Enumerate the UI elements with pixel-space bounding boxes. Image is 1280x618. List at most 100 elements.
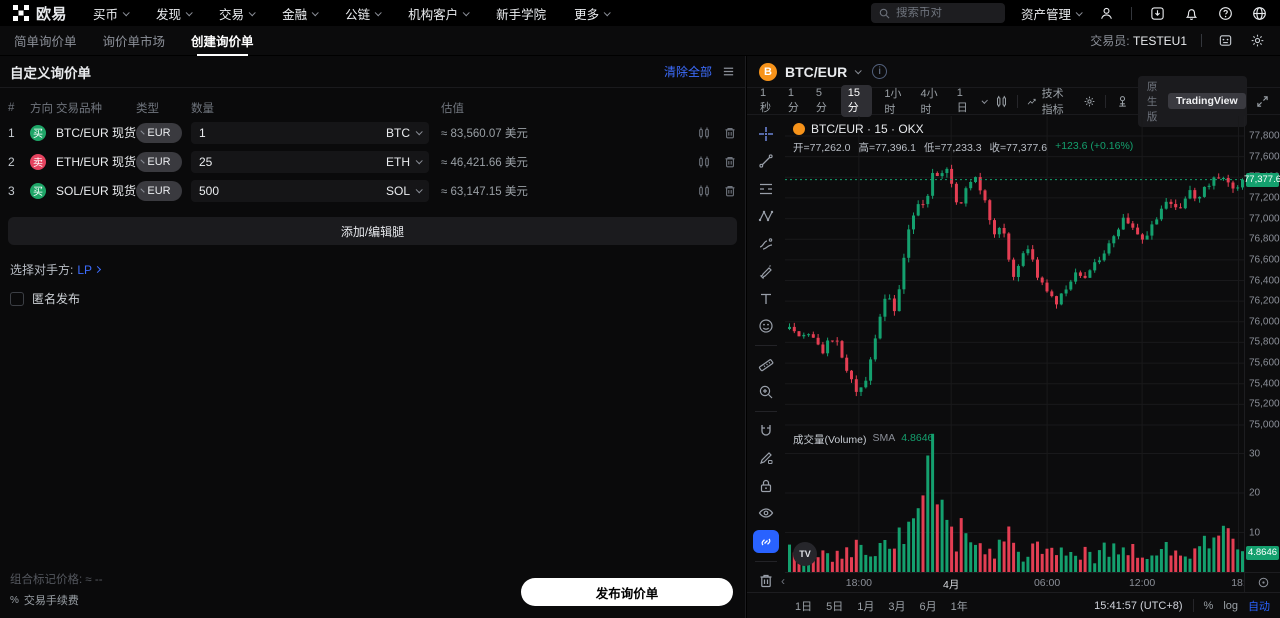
- chevron-down-icon[interactable]: [854, 67, 862, 75]
- currency-pill[interactable]: EUR: [136, 122, 182, 143]
- percent-scale-toggle[interactable]: %: [1203, 599, 1214, 612]
- asset-dropdown[interactable]: SOL: [386, 184, 423, 198]
- auto-scale-toggle[interactable]: 自动: [1248, 600, 1270, 613]
- search-input[interactable]: [895, 7, 996, 19]
- okx-logo[interactable]: 欧易: [12, 3, 67, 24]
- delete-trash-icon[interactable]: [723, 184, 737, 198]
- assets-menu[interactable]: 资产管理: [1021, 4, 1083, 23]
- menu-finance[interactable]: 金融: [282, 4, 319, 23]
- interval-1s[interactable]: 1秒: [760, 87, 771, 114]
- time-axis[interactable]: 18:00 4月 06:00 12:00 18:: [785, 572, 1246, 592]
- range-3mo[interactable]: 3月: [888, 600, 906, 613]
- add-edit-leg-button[interactable]: 添加/编辑腿: [8, 217, 737, 245]
- chart-canvas[interactable]: BTC/EUR · 15 · OKX 开=77,262.0 高=77,396.1…: [781, 116, 1246, 592]
- emoji-tool-icon[interactable]: [753, 316, 779, 338]
- price-axis[interactable]: 77,800.077,600.077,400.077,200.077,000.0…: [1244, 116, 1280, 592]
- chevron-down-icon: [122, 8, 130, 16]
- ruler-tool-icon[interactable]: [753, 354, 779, 376]
- instrument-selector[interactable]: ETH/EUR 现货: [56, 153, 145, 170]
- indicator-settings-gear-icon[interactable]: [1083, 92, 1097, 110]
- tab-rfq-market[interactable]: 询价单市场: [102, 35, 166, 49]
- range-1mo[interactable]: 1月: [857, 600, 875, 613]
- asset-dropdown[interactable]: BTC: [386, 126, 423, 140]
- menu-trade[interactable]: 交易: [219, 4, 256, 23]
- calculator-icon[interactable]: [1216, 32, 1234, 50]
- currency-pill[interactable]: EUR: [136, 180, 182, 201]
- amount-input[interactable]: [199, 183, 386, 198]
- hide-drawings-eye-icon[interactable]: [753, 502, 779, 524]
- tradingview-option[interactable]: TradingView: [1167, 93, 1246, 109]
- tab-simple-rfq[interactable]: 简单询价单: [14, 35, 77, 49]
- magnet-tool-icon[interactable]: [753, 420, 779, 442]
- pattern-tool-icon[interactable]: [753, 206, 779, 228]
- clock[interactable]: 15:41:57 (UTC+8): [1094, 599, 1183, 612]
- settings-gear-icon[interactable]: [1248, 32, 1266, 50]
- sync-link-tool-icon[interactable]: [753, 529, 779, 554]
- interval-4h[interactable]: 4小时: [920, 88, 938, 116]
- volume-pane[interactable]: 成交量(Volume) SMA 4.8646 TV ‹: [781, 428, 1244, 588]
- menu-academy[interactable]: 新手学院: [496, 7, 547, 22]
- native-version-option[interactable]: 原生版: [1146, 80, 1158, 123]
- instrument-selector[interactable]: BTC/EUR 现货: [56, 124, 145, 141]
- strategy-icon[interactable]: [1115, 92, 1129, 110]
- forecast-tool-icon[interactable]: [753, 233, 779, 255]
- user-icon[interactable]: [1097, 4, 1115, 22]
- interval-1d[interactable]: 1日: [956, 87, 968, 114]
- crosshair-tool-icon[interactable]: [753, 123, 779, 145]
- price-pane[interactable]: [785, 116, 1244, 428]
- candles-icon[interactable]: [697, 126, 711, 140]
- menu-discover[interactable]: 发现: [156, 4, 193, 23]
- fib-tool-icon[interactable]: [753, 178, 779, 200]
- menu-chain[interactable]: 公链: [345, 4, 382, 23]
- interval-1m[interactable]: 1分: [787, 87, 799, 114]
- brush-tool-icon[interactable]: [753, 261, 779, 283]
- trendline-tool-icon[interactable]: [753, 151, 779, 173]
- range-1d[interactable]: 1日: [795, 600, 813, 613]
- scroll-left-icon[interactable]: ‹: [781, 574, 785, 588]
- chevron-down-icon[interactable]: [981, 97, 988, 104]
- instrument-selector[interactable]: SOL/EUR 现货: [56, 182, 145, 199]
- zoom-in-tool-icon[interactable]: [753, 381, 779, 403]
- candles-icon[interactable]: [697, 184, 711, 198]
- download-app-icon[interactable]: [1148, 4, 1166, 22]
- language-globe-icon[interactable]: [1250, 4, 1268, 22]
- publish-rfq-button[interactable]: 发布询价单: [521, 578, 733, 606]
- range-1y[interactable]: 1年: [950, 600, 968, 613]
- delete-trash-icon[interactable]: [723, 155, 737, 169]
- tradingview-watermark[interactable]: TV: [793, 542, 817, 566]
- menu-buy-crypto[interactable]: 买币: [93, 4, 130, 23]
- amount-input[interactable]: [199, 125, 386, 140]
- tab-create-rfq[interactable]: 创建询价单: [191, 26, 254, 56]
- notifications-bell-icon[interactable]: [1182, 4, 1200, 22]
- menu-institutional[interactable]: 机构客户: [408, 4, 470, 23]
- symbol-selector[interactable]: BTC/EUR: [785, 63, 848, 80]
- asset-dropdown[interactable]: ETH: [386, 155, 423, 169]
- edit-drawing-tool-icon[interactable]: [753, 447, 779, 469]
- info-icon[interactable]: i: [872, 64, 888, 79]
- currency-pill[interactable]: EUR: [136, 151, 182, 172]
- clear-all-button[interactable]: 清除全部: [663, 65, 712, 79]
- menu-more[interactable]: 更多: [574, 4, 611, 23]
- lock-tool-icon[interactable]: [753, 475, 779, 497]
- text-tool-icon[interactable]: [753, 288, 779, 310]
- delete-trash-icon[interactable]: [723, 126, 737, 140]
- search-box[interactable]: [870, 3, 1005, 23]
- target-icon[interactable]: [1257, 576, 1270, 589]
- log-scale-toggle[interactable]: log: [1223, 599, 1238, 612]
- range-5d[interactable]: 5日: [826, 600, 844, 613]
- interval-1h[interactable]: 1小时: [884, 88, 902, 116]
- fee-line[interactable]: % 交易手续费: [10, 594, 79, 608]
- candles-icon[interactable]: [697, 155, 711, 169]
- interval-15m[interactable]: 15分: [840, 85, 873, 117]
- help-icon[interactable]: [1216, 4, 1234, 22]
- indicators-button[interactable]: 技术指标: [1027, 85, 1074, 117]
- fullscreen-expand-icon[interactable]: [1255, 92, 1270, 110]
- chart-style-icon[interactable]: [995, 92, 1009, 110]
- list-menu-icon[interactable]: [722, 65, 735, 78]
- range-6mo[interactable]: 6月: [919, 600, 937, 613]
- anonymous-checkbox[interactable]: [10, 291, 24, 306]
- counterparty-link[interactable]: LP: [77, 263, 102, 277]
- interval-5m[interactable]: 5分: [815, 87, 827, 114]
- remove-drawings-trash-icon[interactable]: [753, 570, 779, 592]
- amount-input[interactable]: [199, 154, 386, 169]
